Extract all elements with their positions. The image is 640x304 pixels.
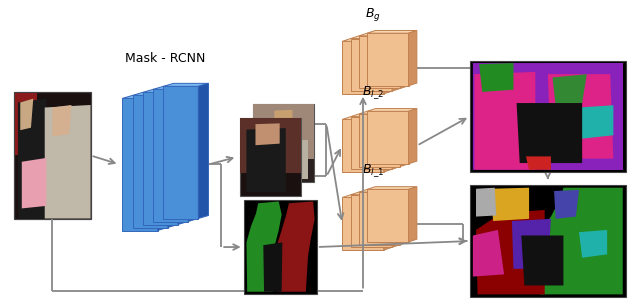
Polygon shape <box>275 110 292 134</box>
Polygon shape <box>537 188 623 294</box>
Polygon shape <box>143 92 178 225</box>
Polygon shape <box>384 39 392 94</box>
Polygon shape <box>359 33 408 36</box>
Polygon shape <box>246 128 285 192</box>
Polygon shape <box>246 202 282 292</box>
Polygon shape <box>241 118 301 173</box>
Polygon shape <box>384 117 392 172</box>
Polygon shape <box>476 210 545 294</box>
Polygon shape <box>178 89 188 225</box>
Polygon shape <box>479 63 513 92</box>
Polygon shape <box>579 230 607 258</box>
Polygon shape <box>408 187 417 242</box>
Polygon shape <box>163 83 209 86</box>
Polygon shape <box>52 105 72 136</box>
Polygon shape <box>476 188 496 216</box>
Text: Mask - RCNN: Mask - RCNN <box>125 52 205 65</box>
Polygon shape <box>384 195 392 250</box>
Polygon shape <box>400 111 408 167</box>
Text: $B_{l\_2}$: $B_{l\_2}$ <box>362 84 384 101</box>
Polygon shape <box>367 33 408 86</box>
Polygon shape <box>263 242 282 292</box>
Polygon shape <box>490 188 529 221</box>
Polygon shape <box>400 189 408 245</box>
Polygon shape <box>392 192 400 247</box>
Polygon shape <box>367 111 408 164</box>
Polygon shape <box>262 151 292 178</box>
Polygon shape <box>367 109 417 111</box>
Polygon shape <box>408 30 417 86</box>
Polygon shape <box>342 195 392 198</box>
Polygon shape <box>18 99 49 219</box>
Polygon shape <box>473 63 557 170</box>
Polygon shape <box>359 36 400 88</box>
Polygon shape <box>359 114 400 167</box>
Polygon shape <box>351 117 392 169</box>
Polygon shape <box>157 95 168 230</box>
Polygon shape <box>367 189 408 242</box>
Polygon shape <box>351 114 400 117</box>
Polygon shape <box>351 39 392 91</box>
Polygon shape <box>548 63 623 170</box>
Polygon shape <box>253 104 314 159</box>
Polygon shape <box>342 41 384 94</box>
Polygon shape <box>408 109 417 164</box>
Polygon shape <box>244 200 317 294</box>
Polygon shape <box>276 202 315 292</box>
Polygon shape <box>342 198 384 250</box>
Polygon shape <box>168 92 178 227</box>
Polygon shape <box>14 92 91 219</box>
Polygon shape <box>392 36 400 91</box>
Polygon shape <box>153 86 198 89</box>
Polygon shape <box>188 86 198 222</box>
Polygon shape <box>552 74 587 105</box>
Polygon shape <box>22 158 46 209</box>
Polygon shape <box>122 98 157 230</box>
Polygon shape <box>400 33 408 88</box>
Polygon shape <box>579 105 613 139</box>
Polygon shape <box>392 114 400 169</box>
Polygon shape <box>122 95 168 98</box>
Polygon shape <box>554 190 579 219</box>
Polygon shape <box>132 95 168 227</box>
Polygon shape <box>474 72 535 170</box>
Polygon shape <box>351 36 400 39</box>
Polygon shape <box>241 118 301 196</box>
Polygon shape <box>359 189 408 192</box>
Polygon shape <box>470 61 626 172</box>
Polygon shape <box>132 92 178 95</box>
Polygon shape <box>526 156 551 170</box>
Polygon shape <box>342 39 392 41</box>
Text: $B_g$: $B_g$ <box>365 6 381 23</box>
Polygon shape <box>351 192 400 195</box>
Text: $B_{l\_1}$: $B_{l\_1}$ <box>362 162 384 179</box>
Polygon shape <box>351 195 392 247</box>
Polygon shape <box>342 119 384 172</box>
Polygon shape <box>512 219 551 269</box>
Polygon shape <box>521 236 563 285</box>
Polygon shape <box>367 187 417 189</box>
Polygon shape <box>367 30 417 33</box>
Polygon shape <box>198 83 209 219</box>
Polygon shape <box>153 89 188 222</box>
Polygon shape <box>14 92 37 155</box>
Polygon shape <box>470 185 626 297</box>
Polygon shape <box>20 99 33 130</box>
Polygon shape <box>45 105 91 219</box>
Polygon shape <box>548 74 613 159</box>
Polygon shape <box>253 104 314 182</box>
Polygon shape <box>473 230 504 277</box>
Polygon shape <box>163 86 198 219</box>
Polygon shape <box>359 111 408 114</box>
Polygon shape <box>342 117 392 119</box>
Polygon shape <box>259 140 308 178</box>
Polygon shape <box>143 89 188 92</box>
Polygon shape <box>359 192 400 245</box>
Polygon shape <box>255 123 280 145</box>
Polygon shape <box>516 103 582 163</box>
